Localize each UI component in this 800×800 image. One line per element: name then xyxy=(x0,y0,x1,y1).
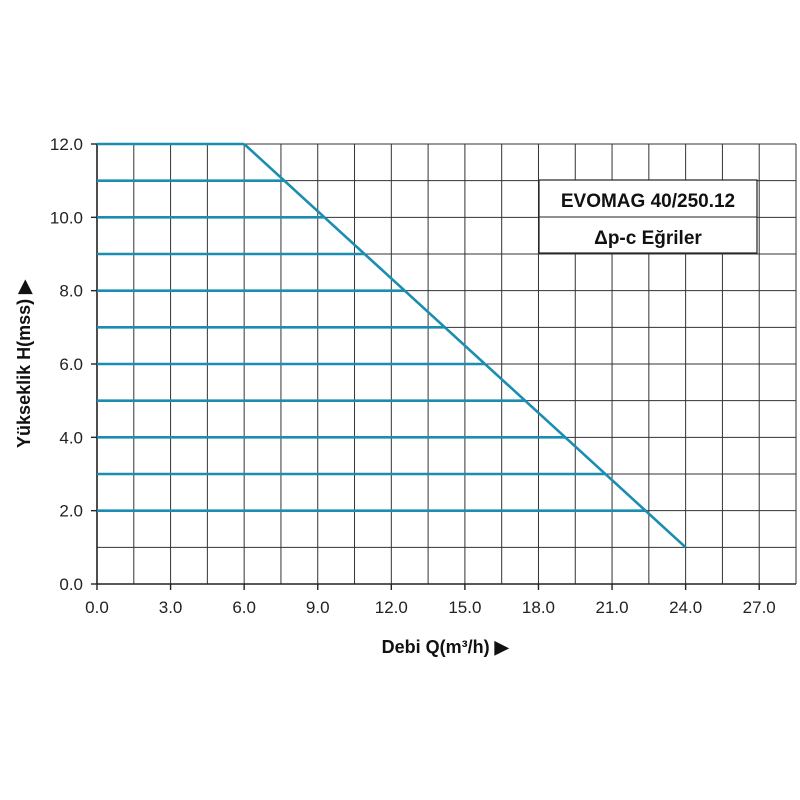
tick-labels: 0.0 3.0 6.0 9.0 12.0 15.0 18.0 21.0 24.0 27.0 0.0 2… xyxy=(50,135,776,617)
y-tick-label: 10.0 xyxy=(50,208,83,227)
x-tick-label: 12.0 xyxy=(375,598,408,617)
x-tick-label: 24.0 xyxy=(669,598,702,617)
series xyxy=(97,142,687,549)
y-tick-label: 0.0 xyxy=(59,575,83,594)
x-tick-label: 27.0 xyxy=(743,598,776,617)
x-tick-label: 0.0 xyxy=(85,598,109,617)
x-tick-label: 6.0 xyxy=(232,598,256,617)
x-axis-label: Debi Q(m³/h) ▶ xyxy=(382,637,510,657)
y-tick-label: 6.0 xyxy=(59,355,83,374)
x-tick-label: 18.0 xyxy=(522,598,555,617)
x-tick-label: 9.0 xyxy=(306,598,330,617)
x-tick-label: 3.0 xyxy=(159,598,183,617)
max-limit-curve xyxy=(243,143,687,549)
y-axis-label: Yükseklik H(mss) ▶ xyxy=(14,279,34,448)
y-tick-label: 12.0 xyxy=(50,135,83,154)
y-tick-label: 8.0 xyxy=(59,282,83,301)
y-tick-label: 2.0 xyxy=(59,502,83,521)
chart-title: EVOMAG 40/250.12 xyxy=(561,191,735,212)
chart-subtitle: Δp-c Eğriler xyxy=(594,228,702,249)
legend-box: EVOMAG 40/250.12 Δp-c Eğriler xyxy=(538,179,758,254)
y-tick-label: 4.0 xyxy=(59,428,83,447)
x-tick-label: 21.0 xyxy=(596,598,629,617)
x-tick-label: 15.0 xyxy=(448,598,481,617)
